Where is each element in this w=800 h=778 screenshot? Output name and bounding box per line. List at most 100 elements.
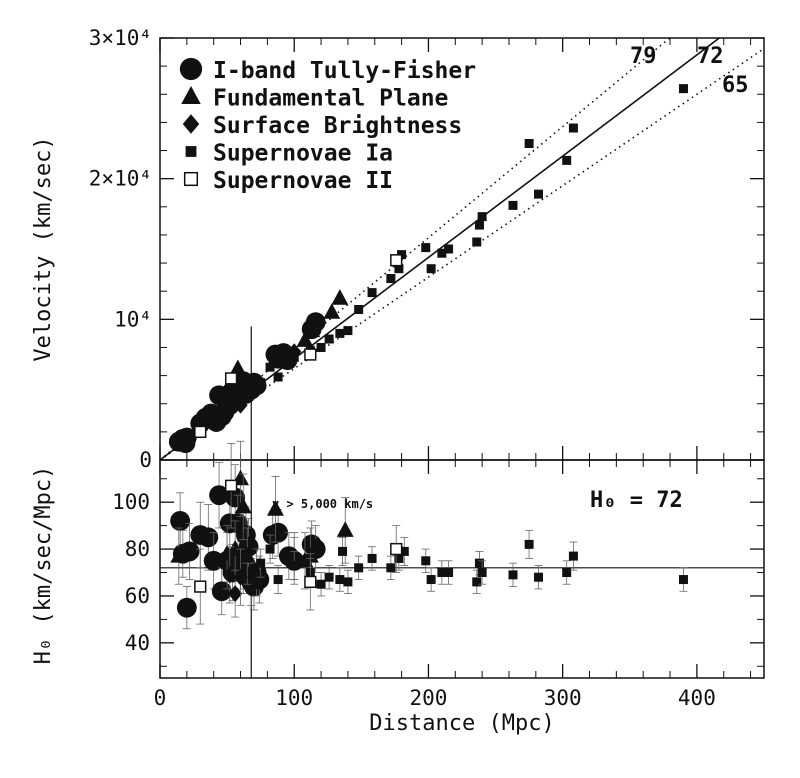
h0-point-supernovae-ia: [265, 544, 275, 554]
velocity-point-supernovae-ia: [394, 264, 404, 274]
velocity-panel: 0 10⁴ 2×10⁴ 3×10⁴ Velocity (km/sec) I-band …: [31, 26, 765, 472]
legend-marker-supernovae-ia: [185, 146, 197, 157]
h0-point-supernovae-ia: [426, 575, 436, 585]
h0-point-supernovae-ia: [343, 577, 353, 587]
h0-point-i-band-tully-fisher: [238, 536, 259, 557]
h0-point-supernovae-ia: [568, 551, 578, 561]
velocity-point-supernovae-ia: [367, 288, 377, 298]
h0-point-i-band-tully-fisher: [268, 522, 289, 543]
legend-label-supernovae-ia: Supernovae Ia: [213, 141, 393, 167]
h0-axis-title: H₀ (km/sec/Mpc): [31, 466, 56, 665]
velocity-point-supernovae-ia: [316, 342, 326, 352]
h0-point-supernovae-ia: [386, 563, 396, 573]
line-slope-labels: 79 72 65: [630, 44, 749, 98]
h0-point-supernovae-ia: [367, 553, 377, 563]
h0-point-supernovae-ia: [324, 572, 334, 582]
velocity-point-supernovae-ia: [343, 326, 353, 336]
velocity-point-supernovae-ia: [472, 237, 482, 247]
velocity-point-supernovae-ia: [508, 200, 518, 210]
h0-point-supernovae-ia: [335, 575, 345, 585]
legend-marker-surface-brightness: [182, 114, 200, 134]
line-label-65: 65: [722, 73, 749, 98]
velocity-y-tick-label: 0: [139, 448, 152, 472]
h0-data-points: [170, 440, 688, 630]
h0-point-fundamental-plane: [238, 547, 256, 563]
velocity-point-supernovae-ia: [421, 243, 431, 253]
h0-point-supernovae-ia: [256, 558, 266, 568]
velocity-point-supernovae-ia: [444, 244, 454, 254]
velocity-point-supernovae-ia: [534, 189, 544, 199]
h0-y-tick-label: 100: [112, 490, 150, 514]
velocity-point-supernovae-ia: [335, 328, 345, 338]
legend-marker-fundamental-plane: [181, 86, 201, 104]
velocity-y-tick-label: 3×10⁴: [89, 26, 152, 50]
h0-point-fundamental-plane: [336, 521, 354, 537]
h0-point-supernovae-ia: [316, 579, 326, 589]
h0-point-supernovae-ia: [444, 568, 454, 578]
h0-point-supernovae-ia: [477, 568, 487, 578]
velocity-point-supernovae-ia: [562, 155, 572, 165]
distance-axis-title: Distance (Mpc): [369, 711, 554, 736]
velocity-point-supernovae-ii: [390, 254, 403, 267]
h0-point-supernovae-ia: [562, 568, 572, 578]
velocity-data-points: [168, 84, 688, 454]
h0-point-supernovae-ia: [273, 575, 283, 585]
h0-point-i-band-tully-fisher: [211, 581, 232, 602]
h0-point-i-band-tully-fisher: [176, 597, 197, 618]
h0-point-supernovae-ii: [224, 479, 238, 492]
velocity-point-supernovae-ii: [224, 372, 238, 385]
h0-point-i-band-tully-fisher: [179, 541, 200, 562]
distance-x-tick-label: 100: [275, 686, 313, 710]
h0-point-supernovae-ia: [399, 546, 409, 556]
velocity-point-supernovae-ia: [256, 378, 266, 388]
h0-point-fundamental-plane: [234, 497, 252, 514]
velocity-point-fundamental-plane: [303, 321, 321, 338]
h0-point-surface-brightness: [222, 566, 237, 584]
h0-y-tick-label: 40: [125, 631, 150, 655]
velocity-point-supernovae-ia: [273, 372, 283, 382]
legend-marker-supernovae-ii: [183, 171, 199, 187]
velocity-point-supernovae-ia: [386, 274, 396, 284]
h0-y-ticks: 40 60 80 100: [112, 478, 764, 667]
h0-point-supernovae-ia: [289, 560, 299, 570]
velocity-y-ticks: 0 10⁴ 2×10⁴ 3×10⁴: [89, 26, 764, 472]
velocity-point-supernovae-ia: [265, 362, 275, 372]
velocity-point-fundamental-plane: [296, 331, 314, 347]
h0-point-supernovae-ia: [678, 575, 688, 585]
velocity-point-supernovae-ia: [524, 139, 534, 148]
velocity-point-fundamental-plane: [323, 303, 341, 319]
h0-point-surface-brightness: [233, 568, 248, 586]
distance-x-tick-label: 400: [678, 686, 716, 710]
velocity-point-supernovae-ia: [426, 264, 436, 274]
distance-x-ticks: 0 100 200 300 400: [154, 446, 752, 710]
hubble-constant-panel-frame: [159, 459, 765, 679]
velocity-point-supernovae-ia: [354, 304, 364, 314]
h0-point-supernovae-ia: [394, 553, 404, 563]
h0-point-supernovae-ii: [304, 575, 317, 589]
h0-point-i-band-tully-fisher: [249, 569, 270, 590]
h0-point-supernovae-ia: [534, 572, 544, 582]
velocity-point-fundamental-plane: [331, 289, 349, 305]
h0-y-tick-label: 60: [125, 584, 150, 608]
velocity-x-ticks: [159, 38, 752, 52]
legend-label-i-band-tully-fisher: I-band Tully-Fisher: [213, 58, 476, 84]
line-label-79: 79: [630, 44, 657, 69]
h0-point-i-band-tully-fisher: [225, 487, 246, 508]
h0-value-label: H₀ = 72: [590, 488, 683, 513]
distance-x-tick-label: 0: [154, 686, 167, 710]
velocity-y-tick-label: 10⁴: [114, 307, 152, 331]
distance-x-tick-label: 300: [544, 686, 582, 710]
h0-y-tick-label: 80: [125, 537, 150, 561]
h0-point-supernovae-ia: [474, 558, 484, 568]
velocity-point-supernovae-ia: [289, 352, 299, 362]
velocity-point-supernovae-ia: [437, 248, 447, 258]
h0-point-supernovae-ia: [508, 570, 518, 580]
h0-point-supernovae-ia: [354, 563, 364, 573]
legend-label-fundamental-plane: Fundamental Plane: [213, 86, 448, 112]
h0-point-fundamental-plane: [170, 547, 188, 563]
h0-point-supernovae-ia: [524, 539, 534, 549]
h0-point-supernovae-ia: [437, 568, 447, 578]
h0-point-i-band-tully-fisher: [170, 511, 191, 531]
